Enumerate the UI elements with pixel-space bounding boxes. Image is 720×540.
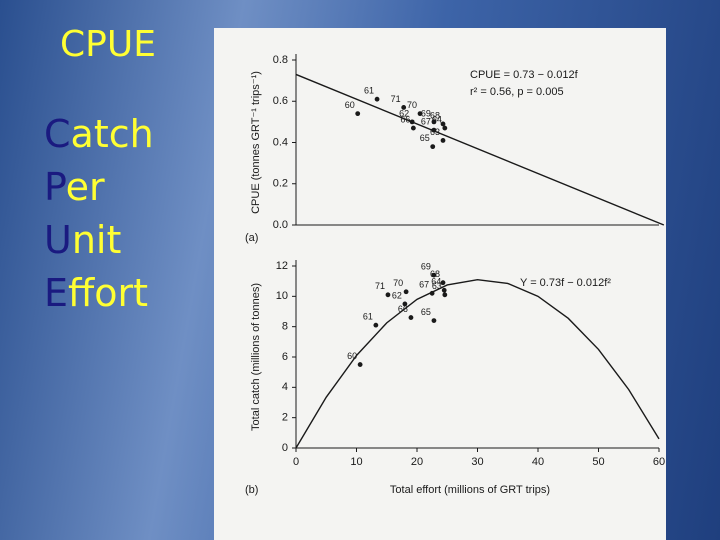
y-tick-label: 10 (276, 290, 288, 302)
point (408, 315, 414, 320)
point (431, 272, 437, 278)
point-label: 61 (364, 86, 374, 96)
fit-line (295, 73, 665, 226)
y-axis-label: Total catch (millions of tonnes) (250, 283, 262, 431)
point (373, 322, 379, 328)
point-label: 68 (430, 110, 440, 120)
y-tick-label: 12 (276, 260, 288, 272)
point-label: 68 (430, 269, 440, 279)
point-label: 63 (430, 127, 440, 137)
point-label: 61 (363, 312, 373, 322)
point (440, 121, 446, 127)
point (385, 292, 391, 298)
point (355, 111, 361, 117)
y-tick-label: 0 (282, 442, 288, 454)
slide-line: Effort (44, 271, 148, 315)
point (440, 280, 446, 286)
point (402, 301, 408, 307)
point-label: 70 (407, 100, 417, 110)
point-label: 69 (421, 261, 431, 271)
slide-line: Catch (44, 112, 154, 156)
point-label: 62 (392, 290, 402, 300)
x-axis-label: Total effort (millions of GRT trips) (390, 484, 550, 496)
point-label: 63 (432, 281, 442, 291)
slide-line: Per (44, 165, 105, 209)
x-tick-label: 60 (653, 456, 665, 468)
point-label: 64 (431, 277, 441, 287)
point-label: 71 (375, 281, 385, 291)
point (442, 125, 448, 131)
point-label: 66 (400, 114, 410, 124)
point (431, 318, 437, 323)
y-axis-label: CPUE (tonnes GRT⁻¹ trips⁻¹) (250, 71, 262, 214)
point (430, 144, 436, 150)
x-tick-label: 10 (350, 456, 362, 468)
point (410, 125, 416, 131)
y-tick-label: 0.6 (273, 95, 288, 107)
panel-label: (a) (245, 232, 258, 244)
slide-line: Unit (44, 218, 122, 262)
point-label: 62 (399, 108, 409, 118)
point (401, 105, 407, 110)
annotation: Y = 0.73f − 0.012f² (520, 277, 611, 289)
x-tick-label: 50 (592, 456, 604, 468)
point-label: 65 (421, 307, 431, 317)
point (440, 138, 446, 143)
point-label: 71 (391, 94, 401, 104)
point (374, 96, 380, 102)
point (403, 289, 409, 295)
y-tick-label: 0.8 (273, 54, 288, 66)
x-tick-label: 0 (293, 456, 299, 468)
point (441, 287, 447, 293)
point-label: 66 (398, 304, 408, 314)
x-tick-label: 30 (471, 456, 483, 468)
paper (214, 28, 666, 540)
y-tick-label: 0.4 (273, 136, 288, 148)
y-tick-label: 4 (282, 381, 288, 393)
y-tick-label: 6 (282, 351, 288, 363)
x-tick-label: 20 (411, 456, 423, 468)
fit-line (295, 278, 660, 449)
y-tick-label: 0.2 (273, 178, 288, 190)
point-label: 65 (420, 133, 430, 143)
panel-label: (b) (245, 484, 258, 496)
point-label: 64 (432, 114, 442, 124)
point-label: 60 (345, 100, 355, 110)
point (357, 362, 363, 367)
x-tick-label: 40 (532, 456, 544, 468)
point-label: 60 (347, 351, 357, 361)
point (442, 292, 448, 298)
point-label: 69 (421, 108, 431, 118)
point (417, 111, 423, 117)
y-tick-label: 2 (282, 412, 288, 424)
point-label: 67 (421, 117, 431, 127)
point-label: 70 (393, 278, 403, 288)
point-label: 67 (419, 280, 429, 290)
point (431, 119, 437, 125)
y-tick-label: 0.0 (273, 219, 288, 231)
annotation: r² = 0.56, p = 0.005 (470, 86, 564, 98)
y-tick-label: 8 (282, 321, 288, 333)
point (431, 127, 437, 133)
slide-title: CPUE (60, 24, 156, 65)
point (409, 119, 415, 125)
annotation: CPUE = 0.73 − 0.012f (470, 69, 579, 81)
point (429, 290, 435, 296)
